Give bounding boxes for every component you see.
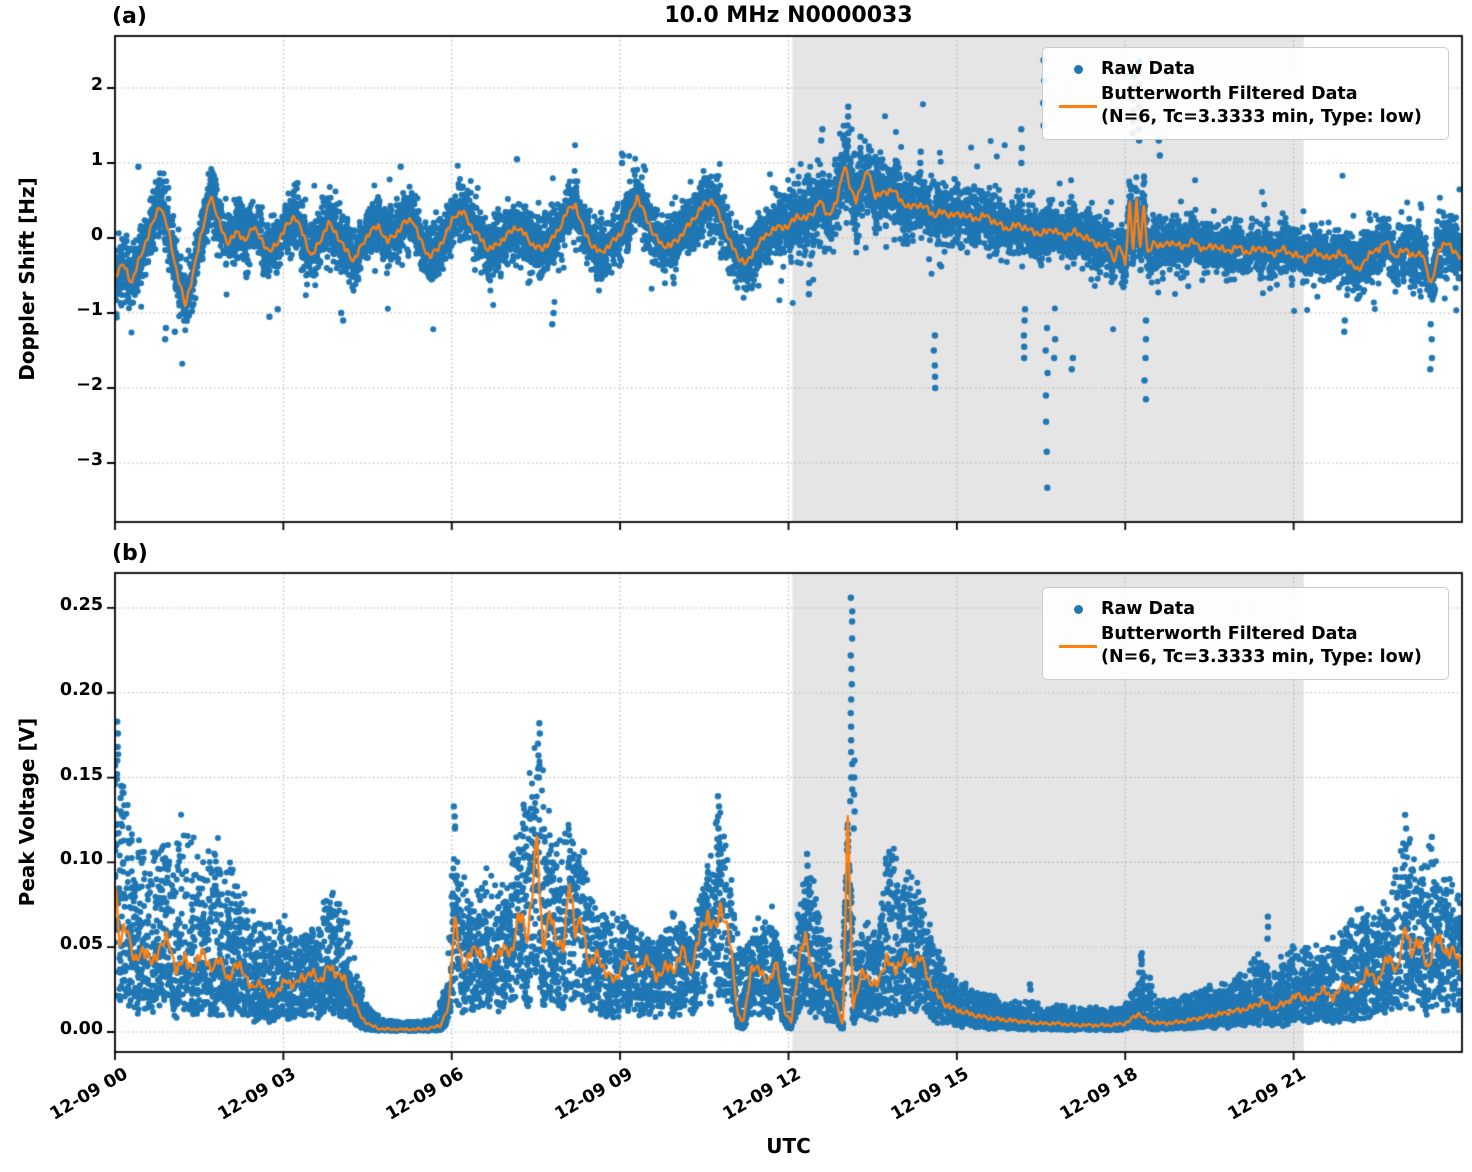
figure-title: 10.0 MHz N0000033 <box>664 3 913 28</box>
legend-filtered-label-b-line2: (N=6, Tc=3.3333 min, Type: low) <box>1101 647 1422 667</box>
raw-data-marker-icon <box>1055 605 1101 614</box>
y-axis-label-voltage: Peak Voltage [V] <box>15 717 39 907</box>
legend-raw-label-a: Raw Data <box>1101 59 1196 79</box>
y-tick-label: 0.15 <box>59 764 103 785</box>
legend-raw-label-b: Raw Data <box>1101 599 1196 619</box>
panel-a-label: (a) <box>112 4 147 29</box>
y-tick-label: 0.25 <box>59 594 103 615</box>
y-tick-label: −3 <box>76 449 103 470</box>
y-tick-label: 1 <box>90 149 103 170</box>
y-axis-label-doppler: Doppler Shift [Hz] <box>15 177 39 381</box>
raw-data-marker-icon <box>1055 65 1101 74</box>
y-tick-label: 0.20 <box>59 679 103 700</box>
y-tick-label: 2 <box>90 74 103 95</box>
panel-b-label: (b) <box>112 541 148 566</box>
y-tick-label: 0.05 <box>59 934 103 955</box>
filtered-line-marker-icon <box>1055 104 1101 108</box>
legend-panel-a: Raw Data Butterworth Filtered Data (N=6,… <box>1042 47 1449 140</box>
y-tick-label: −1 <box>76 299 103 320</box>
legend-panel-b: Raw Data Butterworth Filtered Data (N=6,… <box>1042 587 1449 680</box>
legend-filtered-label-a-line2: (N=6, Tc=3.3333 min, Type: low) <box>1101 107 1422 127</box>
y-tick-label: 0 <box>90 224 103 245</box>
y-tick-label: 0.10 <box>59 849 103 870</box>
y-tick-label: 0.00 <box>59 1018 103 1039</box>
x-axis-label: UTC <box>766 1134 811 1158</box>
y-tick-label: −2 <box>76 374 103 395</box>
legend-filtered-label-a-line1: Butterworth Filtered Data <box>1101 84 1358 104</box>
filtered-line-marker-icon <box>1055 644 1101 648</box>
legend-filtered-label-b-line1: Butterworth Filtered Data <box>1101 624 1358 644</box>
